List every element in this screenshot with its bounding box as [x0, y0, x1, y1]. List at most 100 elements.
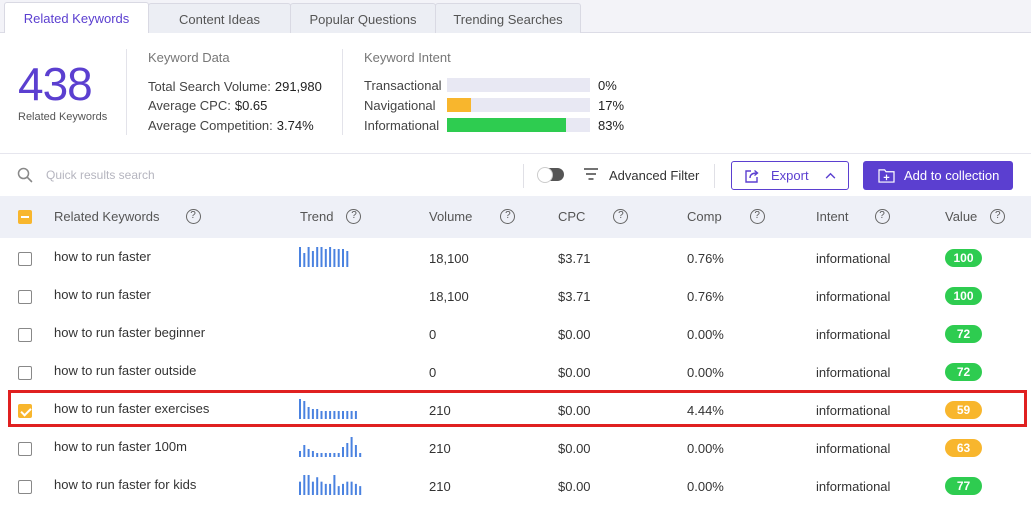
- trend-sparkline: [299, 437, 362, 457]
- advanced-filter-toggle[interactable]: [537, 167, 564, 183]
- column-header-trend[interactable]: Trend?: [300, 209, 362, 224]
- trend-bar: [354, 483, 357, 495]
- comp-cell: 4.44%: [687, 403, 724, 418]
- trend-bar: [342, 483, 344, 495]
- intent-label: Informational: [364, 117, 440, 133]
- column-header-value[interactable]: Value?: [945, 209, 1006, 224]
- trend-bar: [359, 453, 362, 457]
- filter-icon: [584, 168, 598, 180]
- row-checkbox[interactable]: [18, 404, 32, 418]
- table-row[interactable]: how to run faster 18,100 $3.71 0.76% inf…: [0, 238, 1031, 276]
- select-all-checkbox[interactable]: [18, 210, 32, 224]
- keyword-cell[interactable]: how to run faster outside: [54, 363, 197, 378]
- row-checkbox[interactable]: [18, 442, 32, 456]
- summary-panel: 438 Related Keywords Keyword Data Total …: [0, 33, 1031, 153]
- trend-bar: [342, 447, 344, 457]
- trend-bar: [320, 453, 323, 457]
- column-header-intent[interactable]: Intent?: [816, 209, 890, 224]
- add-to-collection-label: Add to collection: [904, 168, 1000, 183]
- comp-cell: 0.00%: [687, 365, 724, 380]
- intent-cell: informational: [816, 403, 891, 418]
- export-button[interactable]: Export: [731, 161, 849, 190]
- cpc-cell: $0.00: [558, 327, 591, 342]
- tab-content-ideas[interactable]: Content Ideas: [148, 3, 291, 34]
- trend-bar: [333, 453, 336, 457]
- trend-bar: [337, 249, 340, 267]
- intent-cell: informational: [816, 479, 891, 494]
- column-header-cpc[interactable]: CPC?: [558, 209, 629, 224]
- advanced-filter-label[interactable]: Advanced Filter: [609, 168, 700, 183]
- help-icon[interactable]: ?: [500, 209, 516, 224]
- tab-popular-questions[interactable]: Popular Questions: [290, 3, 436, 34]
- keyword-cell[interactable]: how to run faster: [54, 249, 151, 264]
- trend-bar: [337, 486, 340, 495]
- row-checkbox[interactable]: [18, 290, 32, 304]
- average-competition: Average Competition: 3.74%: [148, 118, 314, 133]
- help-icon[interactable]: ?: [749, 209, 765, 224]
- tab-trending-searches[interactable]: Trending Searches: [435, 3, 581, 34]
- total-keywords-label: Related Keywords: [18, 111, 108, 123]
- keyword-cell[interactable]: how to run faster: [54, 287, 151, 302]
- intent-percent: 83%: [598, 117, 625, 133]
- intent-bar-fill: [447, 118, 566, 132]
- trend-bar: [307, 407, 310, 419]
- cpc-cell: $0.00: [558, 479, 591, 494]
- help-icon[interactable]: ?: [185, 209, 201, 224]
- help-icon[interactable]: ?: [990, 209, 1006, 224]
- trend-sparkline: [299, 399, 357, 419]
- trend-bar: [324, 249, 327, 267]
- trend-bar: [346, 481, 349, 495]
- table-row[interactable]: how to run faster 18,100 $3.71 0.76% inf…: [0, 276, 1031, 314]
- average-competition-label: Average Competition:: [148, 118, 273, 133]
- table-header: Related Keywords? Trend? Volume? CPC? Co…: [0, 196, 1031, 238]
- column-header-comp[interactable]: Comp?: [687, 209, 765, 224]
- trend-bar: [350, 481, 353, 495]
- help-icon[interactable]: ?: [346, 209, 362, 224]
- comp-cell: 0.76%: [687, 251, 724, 266]
- trend-bar: [333, 411, 336, 419]
- quick-results-search-input[interactable]: [46, 165, 346, 185]
- intent-label: Navigational: [364, 97, 436, 113]
- divider: [342, 49, 343, 135]
- column-label: Value: [945, 209, 978, 224]
- row-checkbox[interactable]: [18, 366, 32, 380]
- trend-bar: [303, 253, 306, 267]
- help-icon[interactable]: ?: [613, 209, 629, 224]
- volume-cell: 18,100: [429, 289, 469, 304]
- help-icon[interactable]: ?: [874, 209, 890, 224]
- table-row[interactable]: how to run faster for kids 210 $0.00 0.0…: [0, 466, 1031, 504]
- intent-cell: informational: [816, 251, 891, 266]
- average-cpc: Average CPC: $0.65: [148, 98, 267, 113]
- trend-bar: [333, 475, 336, 495]
- table-row[interactable]: how to run faster exercises 210 $0.00 4.…: [0, 390, 1031, 428]
- trend-bar: [333, 249, 336, 267]
- value-badge: 59: [945, 401, 982, 419]
- value-badge: 72: [945, 363, 982, 381]
- intent-percent: 0%: [598, 77, 617, 93]
- table-row[interactable]: how to run faster outside 0 $0.00 0.00% …: [0, 352, 1031, 390]
- intent-navigational: Navigational 17%: [364, 97, 624, 113]
- trend-bar: [346, 251, 349, 267]
- keyword-cell[interactable]: how to run faster for kids: [54, 477, 197, 492]
- keyword-cell[interactable]: how to run faster exercises: [54, 401, 210, 416]
- keyword-cell[interactable]: how to run faster 100m: [54, 439, 187, 454]
- add-to-collection-button[interactable]: Add to collection: [863, 161, 1013, 190]
- tab-related-keywords[interactable]: Related Keywords: [4, 2, 149, 33]
- trend-bar: [311, 251, 314, 267]
- row-checkbox[interactable]: [18, 328, 32, 342]
- column-header-keyword[interactable]: Related Keywords?: [54, 209, 201, 224]
- keyword-cell[interactable]: how to run faster beginner: [54, 325, 206, 340]
- column-header-volume[interactable]: Volume?: [429, 209, 516, 224]
- row-checkbox[interactable]: [18, 252, 32, 266]
- value-badge: 63: [945, 439, 982, 457]
- divider: [126, 49, 127, 135]
- table-row[interactable]: how to run faster beginner 0 $0.00 0.00%…: [0, 314, 1031, 352]
- table-row[interactable]: how to run faster 100m 210 $0.00 0.00% i…: [0, 428, 1031, 466]
- row-checkbox[interactable]: [18, 480, 32, 494]
- trend-bar: [316, 477, 319, 495]
- trend-bar: [354, 411, 357, 419]
- trend-bar: [350, 437, 353, 457]
- tab-bar: Related Keywords Content Ideas Popular Q…: [0, 0, 1031, 34]
- trend-bar: [299, 399, 301, 419]
- trend-bar: [329, 411, 332, 419]
